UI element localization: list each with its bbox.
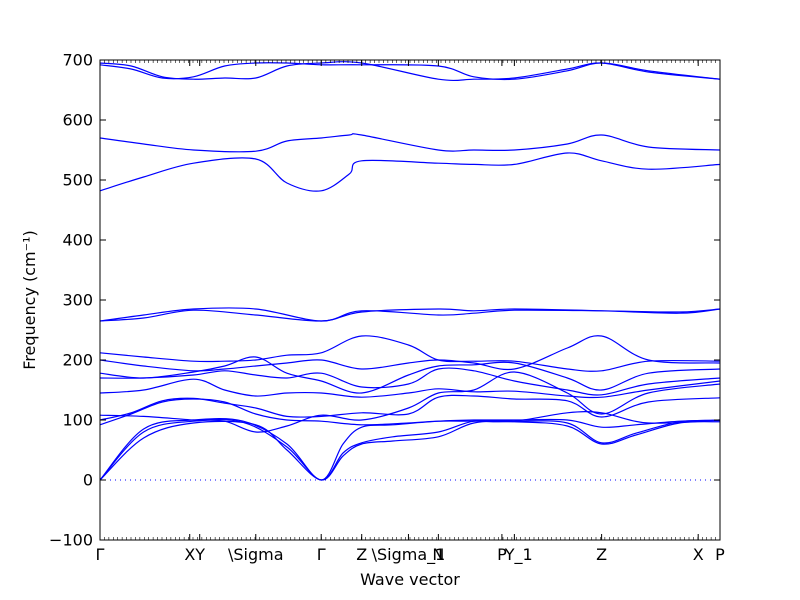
y-tick-label: 600 <box>62 111 93 130</box>
x-axis: Γ XY \Sigma Γ Z \Sigma_1N PY_1 Z X P <box>96 60 725 565</box>
band-line-17 <box>99 62 721 81</box>
x-tick-label: Z <box>596 545 607 564</box>
x-tick-label: Z <box>356 545 367 564</box>
y-tick-label: 300 <box>62 291 93 310</box>
band-line-9 <box>99 356 721 394</box>
x-tick-label: P <box>497 545 507 564</box>
band-line-2 <box>99 418 721 481</box>
x-tick-label: \Sigma <box>228 545 284 564</box>
band-line-14 <box>99 152 721 192</box>
y-tick-label: 0 <box>83 471 93 490</box>
x-tick-label: Γ <box>96 545 105 564</box>
band-line-13 <box>99 307 721 322</box>
band-line-4 <box>99 398 721 426</box>
x-tick-label: N <box>432 545 444 564</box>
y-tick-label: 100 <box>62 411 93 430</box>
band-line-1 <box>99 420 721 481</box>
band-line-8 <box>99 367 721 396</box>
y-tick-label: 700 <box>62 51 93 70</box>
y-tick-label: 400 <box>62 231 93 250</box>
y-axis: −100 0 100 200 300 400 500 600 700 <box>49 51 720 550</box>
x-tick-label: Γ <box>317 545 326 564</box>
x-tick-label: \Sigma_1 <box>372 545 446 565</box>
y-tick-label: 200 <box>62 351 93 370</box>
band-line-6 <box>99 371 721 433</box>
x-tick-label: P <box>715 545 725 564</box>
x-tick-label: X <box>693 545 704 564</box>
x-tick-label: XY <box>184 545 205 564</box>
y-tick-label: −100 <box>49 531 93 550</box>
band-line-10 <box>99 335 721 372</box>
y-tick-label: 500 <box>62 171 93 190</box>
band-line-3 <box>99 418 721 481</box>
band-lines-layer <box>99 61 721 481</box>
y-axis-label: Frequency (cm⁻¹) <box>20 230 39 369</box>
band-line-15 <box>99 133 721 153</box>
band-line-11 <box>99 335 721 372</box>
band-line-5 <box>99 394 721 421</box>
x-tick-label: Y_1 <box>504 545 533 565</box>
x-axis-label: Wave vector <box>360 570 460 589</box>
band-line-7 <box>99 378 721 399</box>
